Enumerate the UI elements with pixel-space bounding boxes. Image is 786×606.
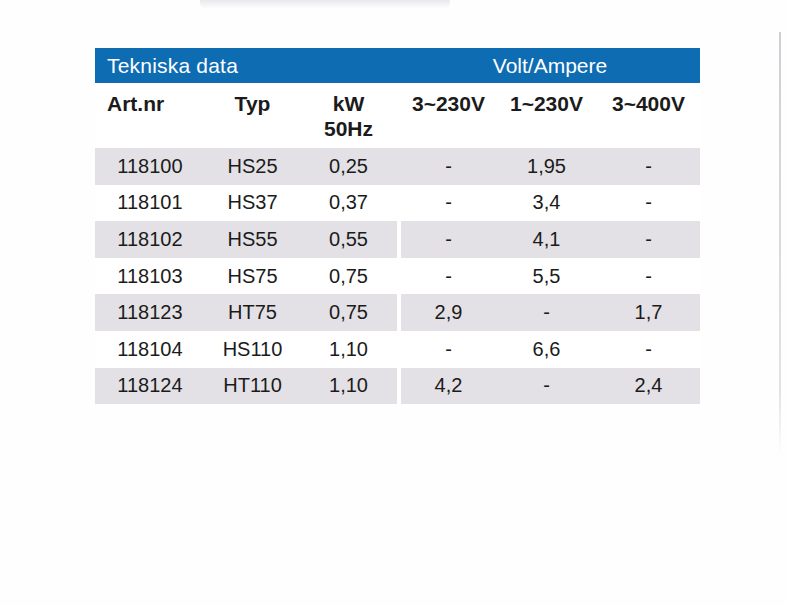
table-row: 118102 HS55 0,55 - 4,1 - xyxy=(95,221,700,258)
cell-typ: HS37 xyxy=(205,185,300,222)
cell-3-230v: 2,9 xyxy=(401,294,496,331)
cell-1-230v: 1,95 xyxy=(496,148,597,185)
col-header-typ: Typ xyxy=(205,83,300,148)
col-header-3-230v: 3~230V xyxy=(401,83,496,148)
volt-ampere-heading: Volt/Ampere xyxy=(400,54,700,78)
col-header-kw-line1: kW xyxy=(333,92,365,115)
cell-artnr: 118100 xyxy=(95,148,205,185)
cell-typ: HS110 xyxy=(205,331,300,368)
cell-1-230v: - xyxy=(496,294,597,331)
table-body: 118100 HS25 0,25 - 1,95 - 118101 HS37 0,… xyxy=(95,148,700,404)
col-header-kw-line2: 50Hz xyxy=(300,116,397,141)
cell-3-400v: - xyxy=(597,331,700,368)
cell-3-400v: - xyxy=(597,148,700,185)
cell-kw: 1,10 xyxy=(300,331,397,368)
cell-typ: HS55 xyxy=(205,221,300,258)
cell-1-230v: 5,5 xyxy=(496,258,597,295)
cell-3-230v: 4,2 xyxy=(401,368,496,405)
table-row: 118103 HS75 0,75 - 5,5 - xyxy=(95,258,700,295)
cell-kw: 0,25 xyxy=(300,148,397,185)
cell-kw: 0,37 xyxy=(300,185,397,222)
table-row: 118100 HS25 0,25 - 1,95 - xyxy=(95,148,700,185)
cell-3-230v: - xyxy=(401,331,496,368)
cell-3-230v: - xyxy=(401,221,496,258)
cell-3-400v: - xyxy=(597,258,700,295)
col-header-artnr: Art.nr xyxy=(95,83,205,148)
cell-artnr: 118102 xyxy=(95,221,205,258)
cell-3-230v: - xyxy=(401,185,496,222)
technical-data-table: Tekniska data Volt/Ampere Art.nr Typ kW … xyxy=(95,48,700,404)
table-title: Tekniska data xyxy=(95,54,238,78)
cell-3-400v: 2,4 xyxy=(597,368,700,405)
col-header-kw: kW 50Hz xyxy=(300,83,397,148)
cell-typ: HT110 xyxy=(205,368,300,405)
cell-3-230v: - xyxy=(401,148,496,185)
table-title-bar: Tekniska data Volt/Ampere xyxy=(95,48,700,83)
column-header-row: Art.nr Typ kW 50Hz 3~230V 1~230V 3~400V xyxy=(95,83,700,148)
cell-kw: 0,75 xyxy=(300,258,397,295)
cell-kw: 1,10 xyxy=(300,368,397,405)
col-header-3-400v: 3~400V xyxy=(597,83,700,148)
top-edge-smudge xyxy=(200,0,450,9)
cell-1-230v: - xyxy=(496,368,597,405)
table-row: 118101 HS37 0,37 - 3,4 - xyxy=(95,185,700,222)
table-row: 118124 HT110 1,10 4,2 - 2,4 xyxy=(95,368,700,405)
cell-kw: 0,55 xyxy=(300,221,397,258)
cell-typ: HS25 xyxy=(205,148,300,185)
cell-1-230v: 3,4 xyxy=(496,185,597,222)
cell-3-400v: - xyxy=(597,221,700,258)
cell-typ: HT75 xyxy=(205,294,300,331)
page-edge-line xyxy=(779,32,781,457)
cell-artnr: 118104 xyxy=(95,331,205,368)
cell-artnr: 118103 xyxy=(95,258,205,295)
cell-1-230v: 4,1 xyxy=(496,221,597,258)
cell-artnr: 118101 xyxy=(95,185,205,222)
cell-kw: 0,75 xyxy=(300,294,397,331)
cell-3-400v: - xyxy=(597,185,700,222)
col-header-1-230v: 1~230V xyxy=(496,83,597,148)
table-row: 118104 HS110 1,10 - 6,6 - xyxy=(95,331,700,368)
cell-3-400v: 1,7 xyxy=(597,294,700,331)
table-row: 118123 HT75 0,75 2,9 - 1,7 xyxy=(95,294,700,331)
slide-canvas: Tekniska data Volt/Ampere Art.nr Typ kW … xyxy=(0,0,786,606)
cell-1-230v: 6,6 xyxy=(496,331,597,368)
cell-3-230v: - xyxy=(401,258,496,295)
cell-typ: HS75 xyxy=(205,258,300,295)
cell-artnr: 118123 xyxy=(95,294,205,331)
cell-artnr: 118124 xyxy=(95,368,205,405)
